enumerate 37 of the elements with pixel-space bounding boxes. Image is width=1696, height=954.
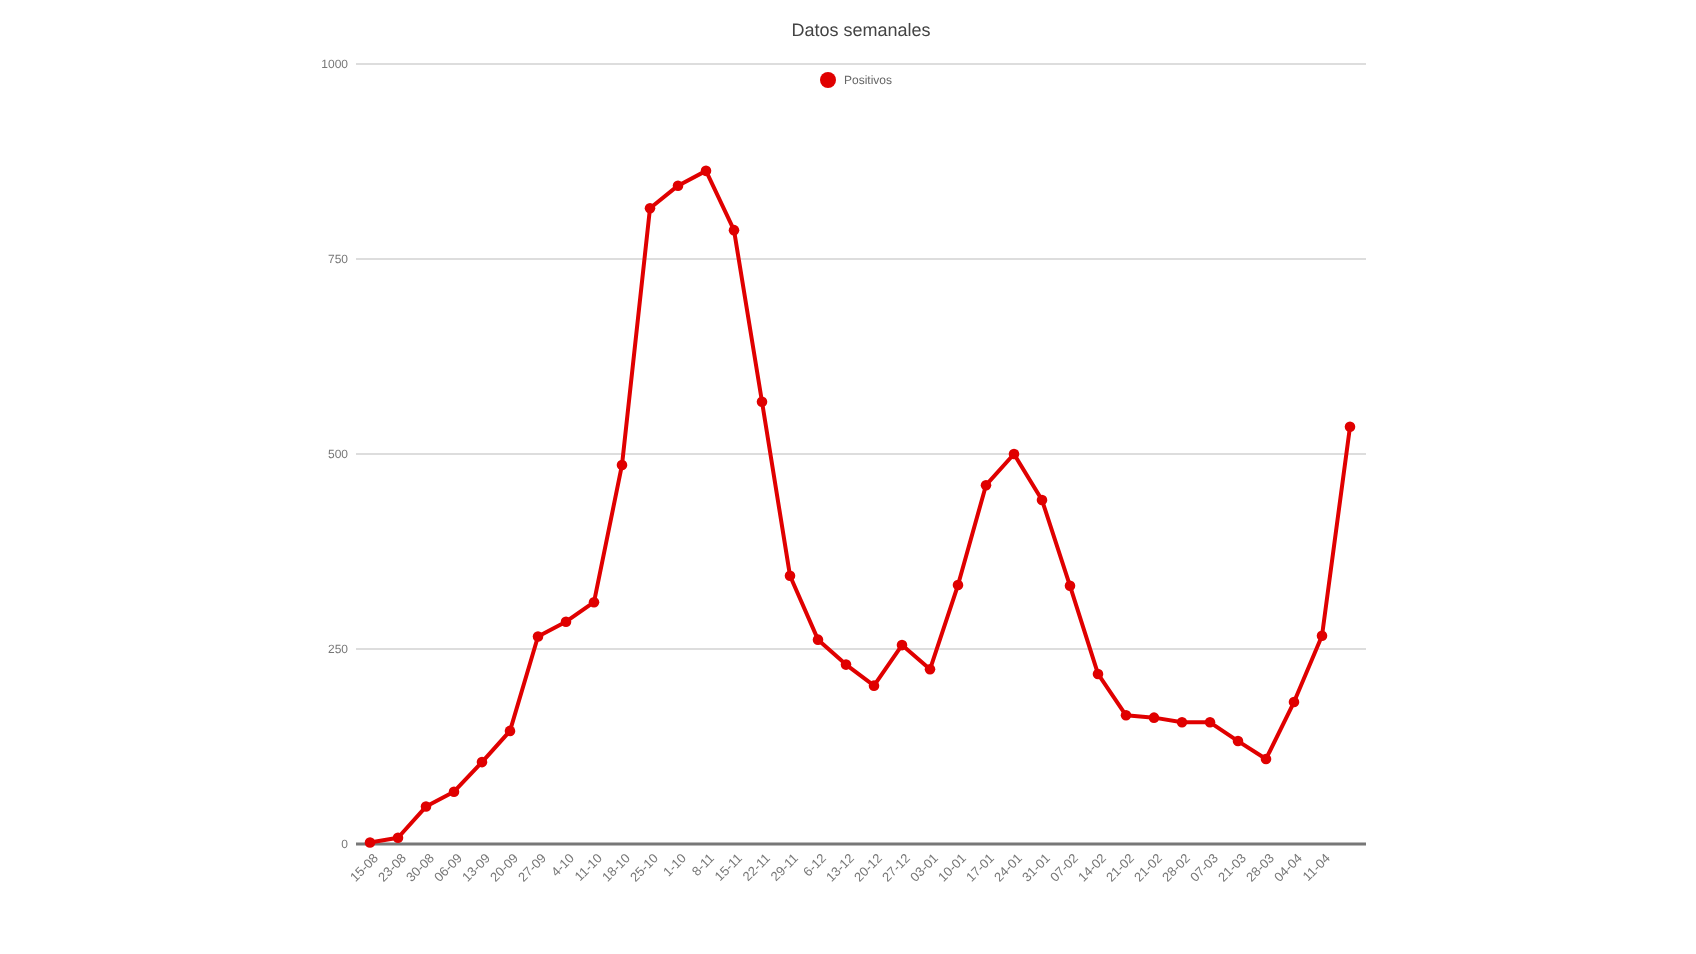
point	[1204, 717, 1216, 728]
point	[392, 832, 404, 844]
point	[364, 837, 376, 848]
point	[532, 631, 544, 642]
point	[1232, 735, 1244, 747]
point	[1316, 630, 1328, 642]
point	[1148, 712, 1160, 723]
point	[784, 570, 796, 581]
point	[756, 396, 768, 408]
point	[1344, 421, 1356, 432]
point	[1064, 580, 1076, 592]
point	[448, 786, 460, 798]
point	[1008, 448, 1020, 460]
point	[980, 479, 992, 491]
point	[952, 579, 964, 591]
point	[1120, 710, 1132, 721]
point	[504, 725, 516, 737]
point	[924, 664, 936, 675]
point	[588, 596, 600, 608]
chart-title: Datos semanales	[791, 20, 932, 40]
point	[840, 659, 852, 670]
point	[560, 616, 572, 627]
point	[1176, 717, 1188, 728]
point	[616, 459, 628, 471]
point	[1260, 753, 1272, 765]
point	[476, 756, 488, 768]
point	[672, 180, 684, 191]
point	[868, 680, 880, 691]
point	[728, 224, 740, 236]
point	[896, 639, 908, 651]
point	[812, 634, 824, 645]
point	[420, 801, 432, 812]
point	[644, 203, 656, 214]
point	[1288, 696, 1300, 708]
point	[1092, 668, 1104, 680]
point	[1036, 494, 1048, 506]
point	[700, 165, 712, 177]
